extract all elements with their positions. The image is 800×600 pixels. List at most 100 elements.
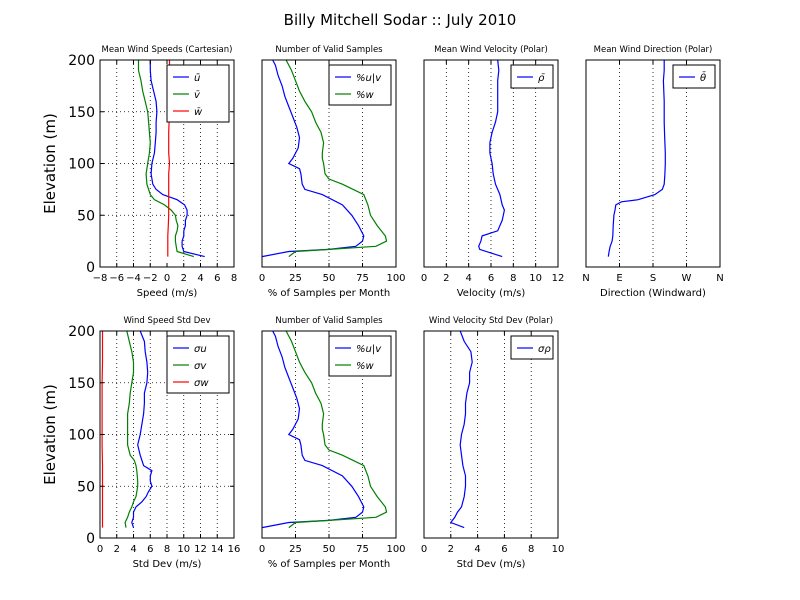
x-tick-label: E (616, 273, 622, 284)
y-tick-label: 200 (68, 324, 95, 340)
x-tick-label: 16 (228, 544, 241, 555)
x-tick-label: 0 (259, 544, 265, 555)
x-tick-label: 6 (147, 544, 153, 555)
panel-6: Number of Valid Samples 0 25 50 75 100 % of Sa… (259, 316, 406, 570)
x-axis-label: % of Samples per Month (268, 559, 391, 570)
x-axis-label: % of Samples per Month (268, 288, 391, 299)
legend: σu σv σw (166, 335, 230, 394)
series-line-1 (261, 59, 365, 258)
legend-label: ū (194, 73, 200, 84)
x-tick-label: 4 (465, 273, 471, 284)
x-tick-label: 4 (474, 544, 480, 555)
x-tick-label: 0 (164, 273, 170, 284)
panel-title: Mean Wind Velocity (Polar) (434, 45, 548, 55)
x-tick-label: 25 (289, 273, 302, 284)
legend-label: θ̄ (700, 71, 706, 84)
legend-label: %u|v (356, 73, 382, 84)
x-tick-label: N (716, 273, 723, 284)
legend: θ̄ (672, 64, 716, 89)
panel-3: Mean Wind Velocity (Polar) 0 2 4 6 8 10 12 Veloc… (421, 45, 565, 299)
x-tick-label: 2 (443, 273, 449, 284)
panel-title: Mean Wind Direction (Polar) (594, 45, 713, 55)
x-tick-label: S (650, 273, 656, 284)
series-line-1 (261, 330, 365, 529)
panel-1: Mean Wind Speeds (Cartesian)−8 −6 −4 −2 0 2 4 6… (41, 45, 237, 299)
y-tick-label: 150 (68, 376, 95, 392)
series-line-2 (285, 59, 388, 258)
plot-frame (423, 59, 559, 268)
y-tick-label: 50 (77, 208, 95, 224)
x-tick-label: −4 (126, 273, 141, 284)
series-line-2 (285, 330, 388, 529)
x-tick-label: 8 (231, 273, 237, 284)
legend: ρ̄ (510, 64, 554, 89)
legend: σρ (510, 335, 554, 360)
y-tick-label: 50 (77, 479, 95, 495)
x-tick-label: 50 (323, 544, 336, 555)
x-tick-label: 12 (552, 273, 565, 284)
x-axis-label: Direction (Windward) (600, 288, 706, 299)
x-tick-label: 50 (323, 273, 336, 284)
x-tick-label: 75 (356, 273, 369, 284)
legend-label: σu (194, 344, 207, 355)
y-axis-label: Elevation (m) (41, 384, 59, 485)
x-tick-label: 6 (501, 544, 507, 555)
panel-title: Number of Valid Samples (275, 316, 383, 326)
legend-box (328, 335, 392, 377)
x-tick-label: 4 (130, 544, 136, 555)
y-tick-label: 0 (86, 531, 95, 547)
x-tick-label: 10 (177, 544, 190, 555)
x-tick-label: 0 (421, 273, 427, 284)
legend-label: σρ (538, 344, 551, 355)
y-tick-label: 0 (86, 260, 95, 276)
panel-title: Mean Wind Speeds (Cartesian) (102, 45, 233, 55)
x-tick-label: 10 (529, 273, 542, 284)
x-tick-label: 2 (448, 544, 454, 555)
x-axis-label: Velocity (m/s) (457, 288, 526, 299)
legend-box (328, 64, 392, 106)
panel-4: Mean Wind Direction (Polar) N E S W N Directio… (582, 45, 723, 299)
x-axis-label: Std Dev (m/s) (133, 559, 202, 570)
series-line-1 (478, 59, 506, 258)
x-tick-label: 8 (528, 544, 534, 555)
x-tick-label: 6 (488, 273, 494, 284)
panel-title: Wind Speed Std Dev (123, 316, 210, 326)
x-tick-label: W (682, 273, 692, 284)
legend-label: v̄ (194, 90, 201, 101)
x-tick-label: 2 (114, 544, 120, 555)
series-line-1 (149, 60, 205, 258)
legend-label: %w (356, 361, 375, 372)
legend-label: σv (194, 361, 207, 372)
x-tick-label: 25 (289, 544, 302, 555)
legend: %u|v %w (328, 335, 392, 377)
panel-2: Number of Valid Samples 0 25 50 75 100 % of Sa… (259, 45, 406, 299)
legend-label: σw (194, 378, 209, 389)
x-tick-label: −6 (109, 273, 124, 284)
x-tick-label: −8 (93, 273, 108, 284)
x-tick-label: 14 (211, 544, 224, 555)
panel-7: Wind Velocity Std Dev (Polar) 0 2 4 6 8 10 Std … (421, 316, 565, 570)
plot-frame (585, 59, 721, 268)
series-line-1 (607, 60, 666, 257)
x-tick-label: 8 (510, 273, 516, 284)
y-tick-label: 100 (68, 157, 95, 173)
x-tick-label: −2 (143, 273, 158, 284)
x-tick-label: 75 (356, 544, 369, 555)
x-tick-label: 10 (552, 544, 565, 555)
legend: %u|v %w (328, 64, 392, 106)
y-tick-label: 150 (68, 105, 95, 121)
legend-label: %u|v (356, 344, 382, 355)
y-tick-label: 200 (68, 53, 95, 69)
x-tick-label: 0 (259, 273, 265, 284)
x-axis-label: Speed (m/s) (137, 288, 198, 299)
x-tick-label: 0 (421, 544, 427, 555)
panel-title: Wind Velocity Std Dev (Polar) (429, 316, 553, 326)
legend-box (166, 64, 230, 123)
series-line-1 (449, 330, 473, 529)
x-tick-label: 100 (386, 273, 405, 284)
x-tick-label: 6 (214, 273, 220, 284)
x-tick-label: 12 (194, 544, 207, 555)
legend-label: ρ̄ (538, 73, 545, 84)
x-tick-label: 4 (197, 273, 203, 284)
